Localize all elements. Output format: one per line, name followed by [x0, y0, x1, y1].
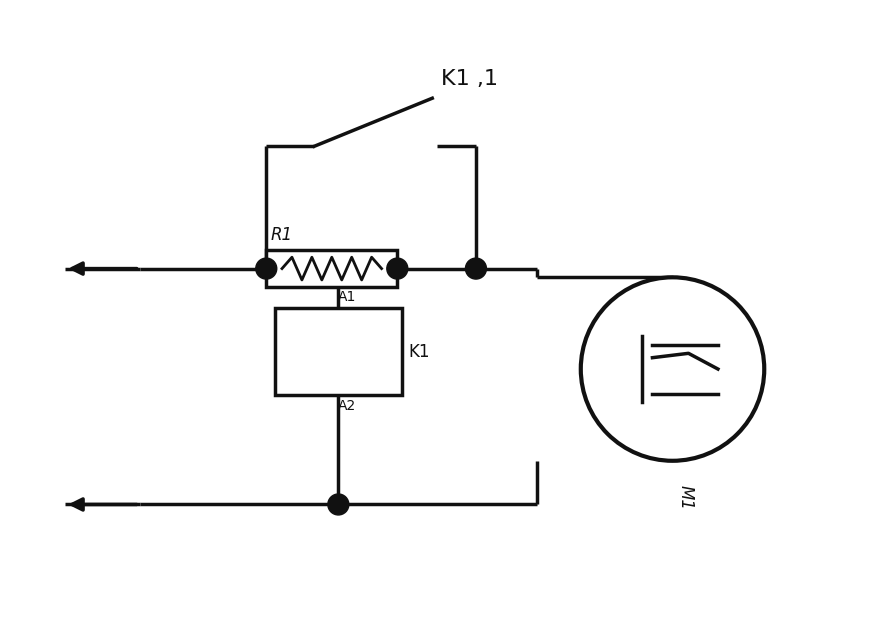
Circle shape [328, 494, 348, 515]
Text: K1 ,1: K1 ,1 [441, 69, 498, 89]
Text: R1: R1 [271, 226, 293, 244]
Text: A1: A1 [339, 290, 356, 304]
Text: A2: A2 [339, 399, 356, 413]
Circle shape [256, 258, 277, 279]
Bar [266, 250, 397, 287]
Bar [275, 308, 401, 395]
Text: K1: K1 [408, 343, 430, 361]
Text: M1: M1 [676, 485, 695, 510]
Circle shape [387, 258, 407, 279]
Circle shape [580, 277, 765, 461]
Circle shape [466, 258, 487, 279]
